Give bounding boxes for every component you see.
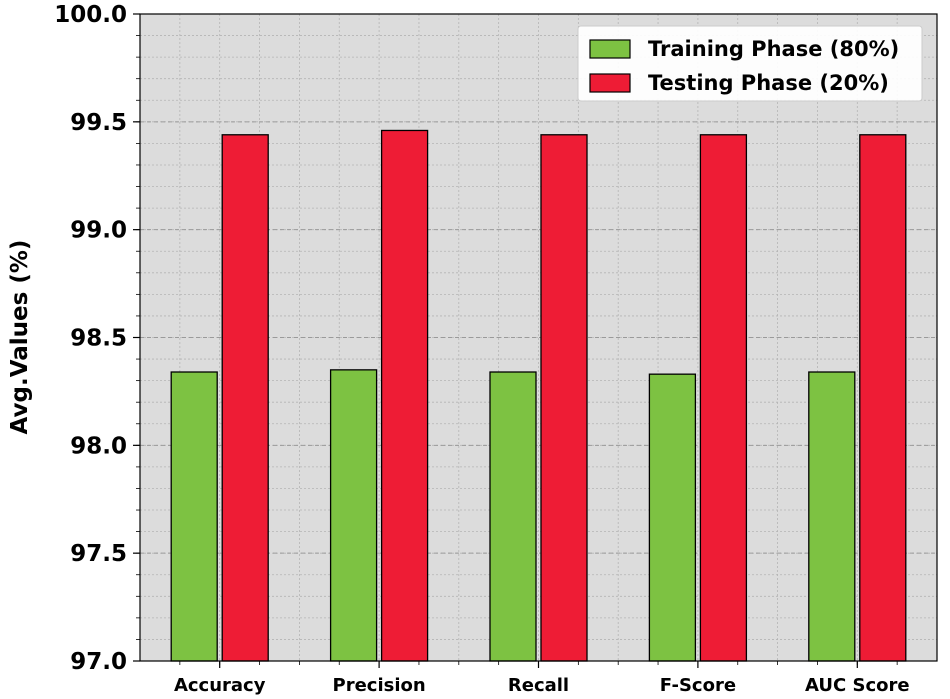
bar-testing xyxy=(221,134,269,662)
y-tick-label: 100.0 xyxy=(54,2,127,28)
legend-label: Training Phase (80%) xyxy=(648,37,899,61)
bar-testing xyxy=(699,134,748,662)
x-tick-label: AUC Score xyxy=(805,675,910,696)
y-tick-label: 98.0 xyxy=(70,433,127,459)
y-tick-label: 99.0 xyxy=(70,218,127,244)
legend-swatch xyxy=(589,73,631,93)
legend: Training Phase (80%) Testing Phase (20%) xyxy=(577,25,923,102)
y-tick-label: 97.0 xyxy=(70,649,127,675)
y-tick-label: 97.5 xyxy=(70,541,127,567)
legend-box xyxy=(577,25,923,102)
bar-training xyxy=(329,369,378,662)
bar-testing xyxy=(859,134,907,662)
bar-testing xyxy=(380,129,429,662)
legend-swatch xyxy=(589,39,631,59)
bars xyxy=(170,129,907,662)
x-tick-label: Accuracy xyxy=(174,675,266,696)
y-tick-label: 98.5 xyxy=(70,326,127,352)
y-axis: 97.0 97.5 98.0 98.5 99.0 99.5 100.0 xyxy=(54,2,140,675)
legend-label: Testing Phase (20%) xyxy=(648,71,889,95)
y-tick-label: 99.5 xyxy=(70,110,127,136)
bar-training xyxy=(808,371,856,662)
bar-training xyxy=(648,373,697,662)
x-tick-label: F-Score xyxy=(660,675,736,696)
x-tick-label: Recall xyxy=(508,675,569,696)
x-tick-label: Precision xyxy=(333,675,426,696)
bar-testing xyxy=(540,134,588,662)
y-axis-label: Avg.Values (%) xyxy=(7,240,33,435)
x-axis: Accuracy Precision Recall F-Score AUC Score xyxy=(174,661,910,696)
bar-training xyxy=(170,371,218,662)
bar-training xyxy=(489,371,537,662)
